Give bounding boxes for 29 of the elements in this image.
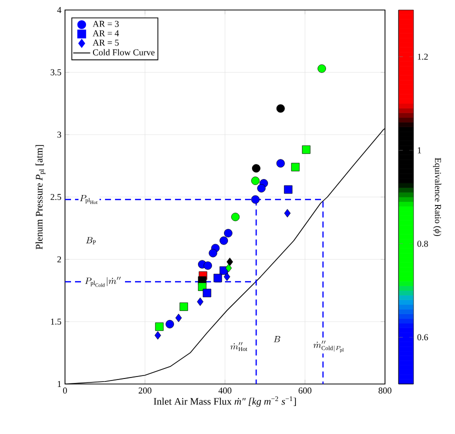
x-tick-label: 200 [138, 388, 152, 394]
y-tick-label: 2.5 [50, 194, 62, 200]
color-bar-label: 1.2 [418, 54, 428, 60]
annotation: $\dot{m}''_{\mathrm{Hot}}$ [230, 342, 248, 352]
legend-label: Cold Flow Curve [92, 49, 155, 56]
y-tick-label: 1.5 [51, 318, 62, 325]
annotation: $P_{\mathrm{pl}_{\mathrm{Hot}}}$ [80, 194, 98, 204]
color-bar-title: Equivalence Ratio (ϕ) [433, 158, 442, 236]
annotation: $P_{\mathrm{pl}_{\mathrm{Cold}}}|\dot{m}''$ [85, 276, 121, 287]
annotation: $B_{\mathrm{P}}$ [86, 237, 96, 244]
legend-label: AR = 3 [92, 20, 119, 27]
x-tick-label: 400 [218, 388, 232, 394]
legend-label: AR = 4 [92, 30, 119, 36]
y-tick-label: 3.5 [50, 69, 62, 76]
y-axis-title: Plenum Pressure P$_{pl}$ [atm] [36, 145, 46, 250]
y-tick-label: 4 [57, 7, 62, 13]
y-tick-label: 2 [57, 256, 61, 262]
color-bar-label: 1 [418, 147, 422, 154]
x-axis-title: Inlet Air Mass Flux ṁ″ [kg m$^{−2}$ s$^{−1}$] [154, 396, 296, 407]
legend-label: AR = 5 [92, 40, 119, 46]
x-tick-label: 800 [378, 388, 392, 394]
color-bar-label: 0.6 [417, 334, 428, 340]
x-tick-label: 600 [298, 388, 312, 394]
color-bar-label: 0.8 [417, 240, 428, 247]
annotation: $B$ [274, 336, 280, 342]
annotation: $\dot{m}''_{\mathrm{Cold}|P_{\mathrm{pl}}}$ [313, 340, 344, 353]
y-tick-label: 3 [57, 132, 62, 138]
y-tick-label: 1 [58, 381, 61, 387]
x-tick-label: 0 [63, 388, 67, 394]
